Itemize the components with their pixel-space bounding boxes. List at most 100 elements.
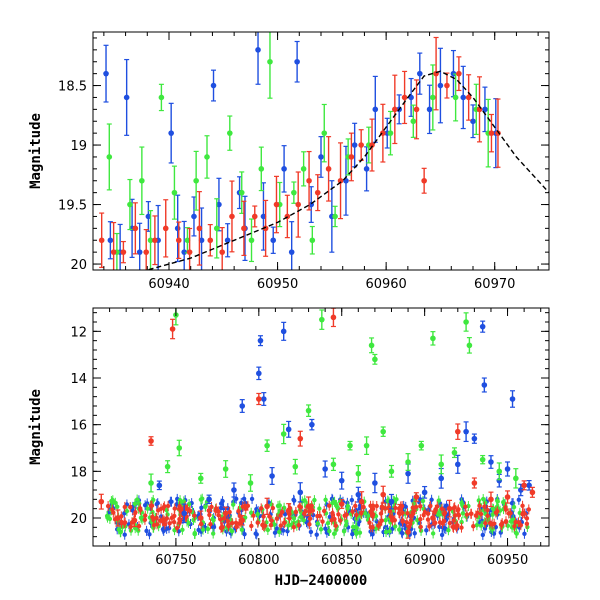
band-point-red	[418, 524, 423, 530]
data-point-green	[222, 466, 229, 472]
data-point-red	[251, 213, 258, 220]
band-point-red	[187, 508, 193, 514]
band-point-green	[132, 501, 138, 506]
data-point-red	[504, 494, 511, 500]
data-point-red	[430, 515, 436, 521]
band-point-red	[400, 519, 405, 524]
band-point-red	[307, 516, 313, 521]
data-point-red	[175, 237, 182, 244]
band-point-red	[279, 509, 285, 515]
band-point-red	[382, 506, 388, 511]
data-point-blue	[351, 142, 358, 148]
data-point-green	[430, 335, 436, 342]
band-point-red	[172, 506, 177, 511]
data-point-green	[158, 94, 165, 101]
x-tick-label: 60960	[365, 277, 406, 292]
band-point-green	[229, 528, 235, 534]
data-point-blue	[417, 70, 423, 77]
data-point-blue	[280, 328, 287, 335]
band-point-red	[208, 521, 213, 527]
band-point-green	[239, 527, 245, 532]
data-point-blue	[460, 94, 467, 101]
data-point-green	[321, 130, 328, 136]
band-point-red	[298, 505, 304, 510]
band-point-red	[353, 503, 358, 509]
x-tick-label: 60800	[238, 553, 279, 568]
band-point-red	[330, 510, 335, 516]
band-point-red	[368, 509, 373, 514]
band-point-red	[171, 519, 177, 525]
band-point-red	[359, 511, 364, 516]
band-point-red	[274, 516, 280, 521]
band-point-green	[110, 498, 116, 503]
band-point-green	[505, 523, 511, 528]
data-point-green	[264, 442, 270, 449]
band-point-blue	[211, 524, 217, 530]
band-point-red	[333, 523, 339, 528]
data-point-blue	[509, 396, 516, 402]
data-point-green	[300, 166, 307, 172]
band-point-red	[128, 504, 133, 510]
band-point-red	[259, 506, 264, 511]
band-point-green	[192, 530, 197, 536]
data-point-blue	[181, 249, 187, 255]
data-point-red	[446, 505, 453, 512]
band-point-green	[138, 515, 144, 521]
data-point-green	[193, 177, 199, 184]
band-point-red	[421, 512, 426, 518]
band-point-green	[383, 518, 388, 523]
band-point-red	[296, 522, 301, 528]
data-point-red	[338, 501, 345, 507]
y-tick-label: 12	[70, 325, 87, 340]
x-tick-label: 60950	[487, 553, 528, 568]
band-point-red	[526, 507, 531, 512]
data-point-red	[186, 249, 193, 255]
data-point-blue	[181, 510, 187, 517]
data-point-blue	[455, 461, 461, 468]
data-point-green	[430, 94, 436, 101]
data-point-green	[387, 130, 394, 136]
y-tick-label: 20	[70, 512, 87, 527]
model-curve	[140, 70, 549, 270]
data-point-green	[248, 237, 255, 244]
band-point-red	[192, 513, 197, 518]
band-point-blue	[308, 529, 314, 535]
band-point-red	[376, 523, 381, 528]
band-point-red	[165, 503, 171, 509]
data-point-blue	[288, 249, 295, 255]
data-point-red	[197, 515, 204, 521]
data-point-blue	[191, 213, 197, 220]
bottom-y-axis-label: Magnitude	[28, 389, 44, 465]
data-point-red	[306, 177, 312, 184]
band-point-red	[160, 517, 166, 522]
band-point-red	[218, 517, 223, 522]
band-point-green	[275, 503, 281, 509]
band-point-green	[446, 528, 451, 533]
band-point-green	[460, 511, 466, 516]
data-point-red	[219, 249, 225, 255]
band-point-red	[405, 511, 410, 516]
band-point-red	[447, 520, 453, 526]
data-point-red	[239, 517, 246, 524]
band-point-red	[105, 503, 111, 509]
data-point-blue	[136, 249, 143, 255]
top-plot-area	[98, 32, 549, 270]
band-point-green	[301, 517, 306, 523]
x-tick-label: 60900	[404, 553, 445, 568]
data-point-blue	[216, 201, 222, 208]
band-point-red	[327, 503, 332, 508]
band-point-red	[136, 523, 142, 529]
data-point-blue	[206, 496, 212, 503]
data-point-blue	[309, 421, 315, 428]
data-point-green	[451, 449, 458, 456]
band-point-red	[503, 505, 508, 510]
data-point-green	[184, 237, 191, 244]
band-point-red	[206, 508, 211, 513]
data-point-blue	[372, 480, 378, 486]
data-point-red	[380, 491, 386, 498]
data-point-blue	[224, 237, 231, 244]
band-point-red	[148, 503, 154, 508]
data-point-red	[264, 503, 270, 510]
band-point-red	[440, 521, 445, 526]
band-point-green	[281, 505, 287, 510]
